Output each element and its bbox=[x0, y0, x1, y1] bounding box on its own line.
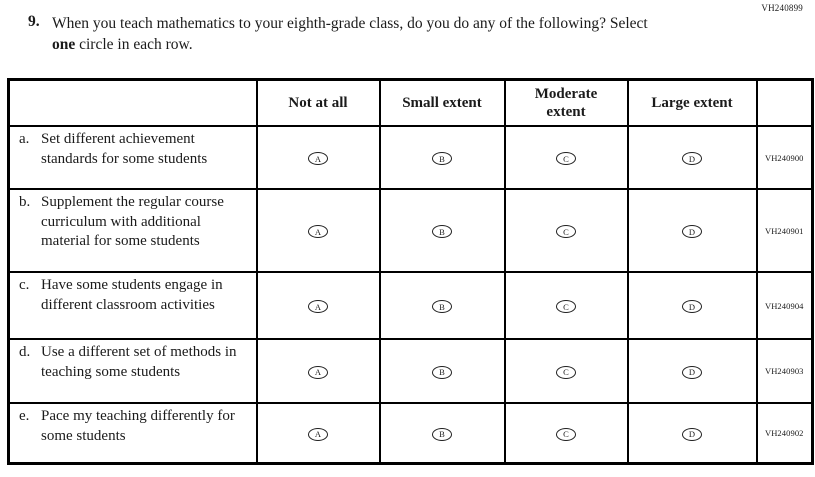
statement-text: Supplement the regular course curriculum… bbox=[41, 194, 224, 249]
option-cell: D bbox=[626, 271, 758, 340]
table-row: e. Pace my teaching differently for some … bbox=[7, 402, 814, 464]
question-text-start: When you teach mathematics to your eight… bbox=[52, 15, 648, 32]
option-cell: C bbox=[503, 338, 629, 404]
statement-letter: e. bbox=[19, 408, 30, 424]
answer-bubble-d[interactable]: D bbox=[682, 427, 702, 441]
item-code: VH240904 bbox=[755, 271, 814, 340]
table-row: c. Have some students engage in different… bbox=[7, 271, 814, 340]
table-row: b. Supplement the regular course curricul… bbox=[7, 188, 814, 273]
answer-bubble-d[interactable]: D bbox=[682, 365, 702, 379]
option-cell: B bbox=[378, 125, 506, 190]
option-cell: C bbox=[503, 402, 629, 464]
statement-cell: c. Have some students engage in different… bbox=[7, 271, 258, 340]
option-cell: A bbox=[255, 125, 381, 190]
answer-bubble-b[interactable]: B bbox=[432, 427, 452, 441]
answer-bubble-c[interactable]: C bbox=[556, 152, 576, 166]
statement-letter: c. bbox=[19, 277, 30, 293]
header-statement-blank bbox=[7, 78, 258, 127]
option-cell: D bbox=[626, 338, 758, 404]
answer-bubble-d[interactable]: D bbox=[682, 152, 702, 166]
answer-bubble-c[interactable]: C bbox=[556, 300, 576, 314]
answer-bubble-b[interactable]: B bbox=[432, 300, 452, 314]
option-cell: D bbox=[626, 188, 758, 273]
table-row: a. Set different achievement standards fo… bbox=[7, 125, 814, 190]
option-cell: B bbox=[378, 402, 506, 464]
answer-rows: a. Set different achievement standards fo… bbox=[7, 125, 814, 464]
option-cell: A bbox=[255, 188, 381, 273]
statement-text: Have some students engage in different c… bbox=[41, 277, 223, 313]
item-code: VH240901 bbox=[755, 188, 814, 273]
question: 9. When you teach mathematics to your ei… bbox=[28, 13, 688, 55]
answer-bubble-d[interactable]: D bbox=[682, 300, 702, 314]
header-not-at-all: Not at all bbox=[255, 78, 381, 127]
item-code: VH240903 bbox=[755, 338, 814, 404]
question-text: When you teach mathematics to your eight… bbox=[52, 13, 664, 55]
statement-text: Use a different set of methods in teachi… bbox=[41, 344, 237, 380]
statement-letter: a. bbox=[19, 131, 30, 147]
question-text-bold: one bbox=[52, 36, 76, 53]
option-cell: B bbox=[378, 271, 506, 340]
answer-bubble-a[interactable]: A bbox=[308, 225, 328, 239]
question-text-end: circle in each row. bbox=[75, 36, 193, 53]
option-cell: A bbox=[255, 271, 381, 340]
option-cell: B bbox=[378, 188, 506, 273]
answer-bubble-a[interactable]: A bbox=[308, 152, 328, 166]
question-number: 9. bbox=[28, 13, 40, 30]
option-cell: C bbox=[503, 271, 629, 340]
header-moderate-extent: Moderate extent bbox=[503, 78, 629, 127]
response-grid: Not at all Small extent Moderate extent … bbox=[7, 78, 814, 465]
option-cell: D bbox=[626, 402, 758, 464]
answer-bubble-c[interactable]: C bbox=[556, 225, 576, 239]
header-small-extent: Small extent bbox=[378, 78, 506, 127]
answer-bubble-c[interactable]: C bbox=[556, 427, 576, 441]
statement-letter: b. bbox=[19, 194, 31, 210]
answer-bubble-d[interactable]: D bbox=[682, 225, 702, 239]
statement-letter: d. bbox=[19, 344, 31, 360]
answer-bubble-b[interactable]: B bbox=[432, 365, 452, 379]
header-code-blank bbox=[755, 78, 814, 127]
page-code: VH240899 bbox=[761, 3, 803, 13]
statement-cell: b. Supplement the regular course curricul… bbox=[7, 188, 258, 273]
option-cell: D bbox=[626, 125, 758, 190]
item-code: VH240902 bbox=[755, 402, 814, 464]
statement-cell: e. Pace my teaching differently for some … bbox=[7, 402, 258, 464]
answer-bubble-b[interactable]: B bbox=[432, 225, 452, 239]
option-cell: C bbox=[503, 125, 629, 190]
table-row: d. Use a different set of methods in teac… bbox=[7, 338, 814, 404]
answer-bubble-a[interactable]: A bbox=[308, 365, 328, 379]
option-cell: A bbox=[255, 338, 381, 404]
option-cell: B bbox=[378, 338, 506, 404]
answer-bubble-a[interactable]: A bbox=[308, 300, 328, 314]
statement-cell: a. Set different achievement standards fo… bbox=[7, 125, 258, 190]
header-row: Not at all Small extent Moderate extent … bbox=[7, 78, 814, 127]
answer-bubble-a[interactable]: A bbox=[308, 427, 328, 441]
answer-bubble-b[interactable]: B bbox=[432, 152, 452, 166]
option-cell: A bbox=[255, 402, 381, 464]
header-large-extent: Large extent bbox=[626, 78, 758, 127]
statement-cell: d. Use a different set of methods in teac… bbox=[7, 338, 258, 404]
item-code: VH240900 bbox=[755, 125, 814, 190]
option-cell: C bbox=[503, 188, 629, 273]
statement-text: Pace my teaching differently for some st… bbox=[41, 408, 235, 444]
statement-text: Set different achievement standards for … bbox=[41, 131, 208, 167]
answer-bubble-c[interactable]: C bbox=[556, 365, 576, 379]
